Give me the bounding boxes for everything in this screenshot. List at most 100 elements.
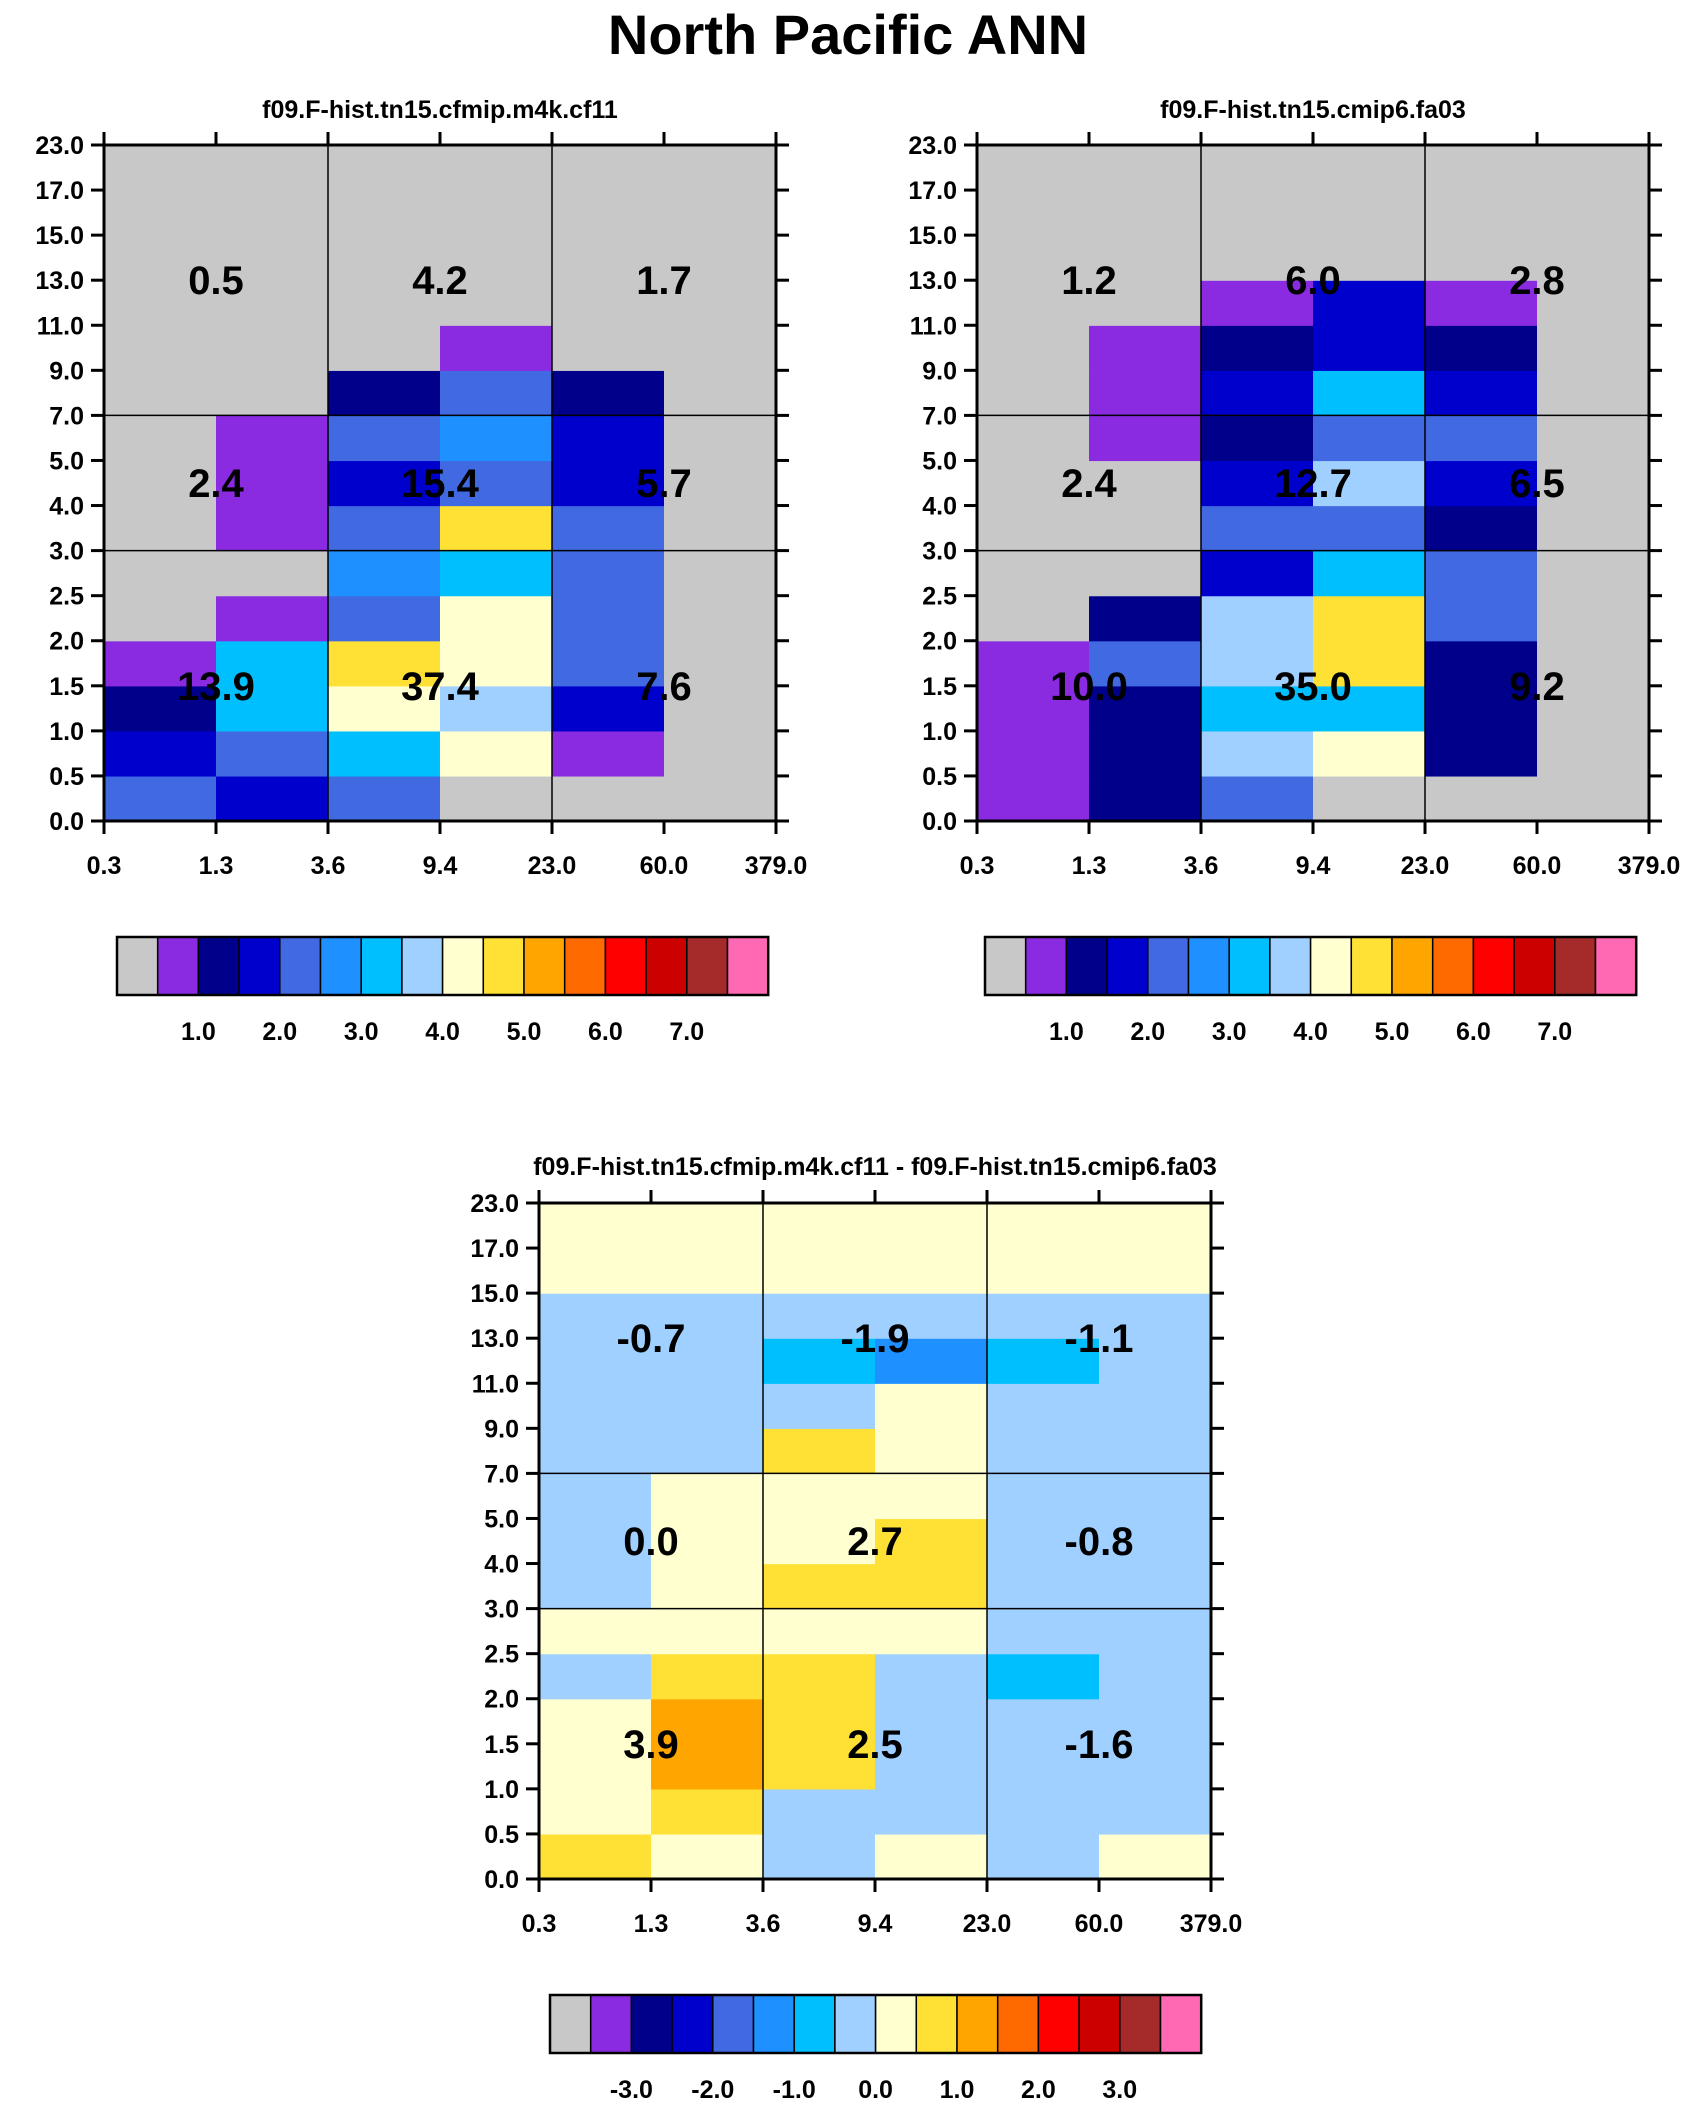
heatmap-cell	[1537, 460, 1650, 507]
colorbar-swatch	[712, 1994, 755, 2054]
x-tick-label: 3.6	[746, 1910, 781, 1938]
heatmap-cell	[977, 280, 1090, 326]
heatmap-cell	[664, 505, 777, 552]
heatmap-cell	[440, 550, 553, 597]
y-tick-label: 0.0	[49, 808, 84, 836]
heatmap-cell	[104, 460, 217, 507]
heatmap-cell	[216, 505, 329, 552]
heatmap-cell	[1537, 640, 1650, 687]
y-tick-label: 1.0	[484, 1776, 519, 1804]
heatmap-cell	[539, 1473, 652, 1520]
heatmap-cell	[1425, 460, 1538, 507]
block-value-label: 2.5	[847, 1723, 903, 1767]
heatmap-cell	[1089, 190, 1202, 236]
heatmap-cell	[875, 1473, 988, 1520]
heatmap-cell	[328, 190, 441, 236]
block-value-label: 6.5	[1509, 462, 1565, 506]
heatmap-cell	[104, 415, 217, 462]
colorbar-swatch	[279, 936, 322, 996]
colorbar-swatch	[197, 936, 240, 996]
block-value-label: 9.2	[1509, 665, 1565, 709]
heatmap-cell	[1537, 325, 1650, 371]
y-tick-label: 23.0	[908, 132, 957, 160]
heatmap-cell	[1099, 1563, 1212, 1610]
heatmap-cell	[440, 730, 553, 777]
heatmap-cell	[440, 145, 553, 191]
y-tick-label: 1.5	[922, 673, 957, 701]
heatmap-cell	[1313, 415, 1426, 462]
y-tick-label: 17.0	[908, 177, 957, 205]
heatmap-cell	[539, 1383, 652, 1429]
heatmap-cell	[1089, 640, 1202, 687]
block-value-label: 35.0	[1274, 665, 1352, 709]
x-tick-label: 60.0	[640, 852, 689, 880]
heatmap-cell	[651, 1518, 764, 1565]
heatmap-cell	[875, 1653, 988, 1700]
heatmap-cell	[1425, 190, 1538, 236]
colorbar-swatch	[752, 1994, 795, 2054]
y-tick-label: 9.0	[484, 1415, 519, 1443]
x-tick-label: 60.0	[1513, 852, 1562, 880]
block-value-label: 3.9	[623, 1723, 679, 1767]
colorbar-swatch	[523, 936, 566, 996]
heatmap-cell	[987, 1383, 1100, 1429]
heatmap-cell	[552, 415, 665, 462]
heatmap-cell	[664, 550, 777, 597]
heatmap-cell	[1089, 685, 1202, 732]
block-value-label: -1.1	[1065, 1317, 1134, 1361]
heatmap-cell	[651, 1743, 764, 1790]
colorbar-swatch	[604, 936, 647, 996]
heatmap-cell	[328, 280, 441, 326]
heatmap-cell	[875, 1608, 988, 1655]
heatmap-cell	[664, 460, 777, 507]
colorbar-swatch	[956, 1994, 999, 2054]
heatmap-cell	[1537, 505, 1650, 552]
heatmap-cell	[104, 730, 217, 777]
colorbar-swatch	[1554, 936, 1597, 996]
heatmap-cell	[651, 1833, 764, 1880]
heatmap-cell	[875, 1563, 988, 1610]
heatmap-cell	[875, 1248, 988, 1294]
colorbar-swatch	[1513, 936, 1556, 996]
colorbar-swatch	[874, 1994, 918, 2054]
heatmap-cell	[987, 1473, 1100, 1520]
colorbar-swatch	[1431, 936, 1475, 996]
heatmap-cell	[1099, 1248, 1212, 1294]
heatmap-cell	[1537, 280, 1650, 326]
x-tick-label: 1.3	[1072, 852, 1107, 880]
colorbar-label: 4.0	[425, 1018, 460, 1046]
heatmap-cell	[987, 1248, 1100, 1294]
y-tick-label: 11.0	[37, 312, 84, 340]
heatmap-cell	[1313, 550, 1426, 597]
figure-title: North Pacific ANN	[607, 3, 1089, 66]
block-value-label: -0.7	[617, 1317, 686, 1361]
block-value-label: -1.9	[841, 1317, 910, 1361]
heatmap-cell	[987, 1203, 1100, 1249]
block-value-label: -1.6	[1065, 1723, 1134, 1767]
heatmap-cell	[328, 145, 441, 191]
y-tick-label: 15.0	[470, 1280, 519, 1308]
block-value-label: 15.4	[401, 462, 480, 506]
y-tick-label: 0.5	[922, 763, 957, 791]
x-tick-label: 379.0	[1180, 1910, 1243, 1938]
heatmap-cell	[104, 190, 217, 236]
heatmap-cell	[1201, 325, 1314, 371]
heatmap-cell	[1313, 325, 1426, 371]
heatmap-cell	[328, 640, 441, 687]
x-tick-label: 3.6	[311, 852, 346, 880]
heatmap-cell	[977, 190, 1090, 236]
heatmap-cell	[539, 1203, 652, 1249]
heatmap-cell	[1425, 685, 1538, 732]
heatmap-cell	[1425, 280, 1538, 326]
colorbar-label: 2.0	[262, 1018, 297, 1046]
block-value-label: 0.0	[623, 1520, 679, 1564]
heatmap-cell	[1089, 415, 1202, 462]
colorbar-swatch	[1119, 1994, 1162, 2054]
heatmap-cell	[977, 640, 1090, 687]
y-tick-label: 2.0	[484, 1686, 519, 1714]
colorbar-label: 1.0	[940, 2076, 975, 2103]
heatmap-cell	[651, 1248, 764, 1294]
heatmap-cell	[440, 190, 553, 236]
y-tick-label: 4.0	[49, 493, 84, 521]
heatmap-cell	[651, 1293, 764, 1339]
